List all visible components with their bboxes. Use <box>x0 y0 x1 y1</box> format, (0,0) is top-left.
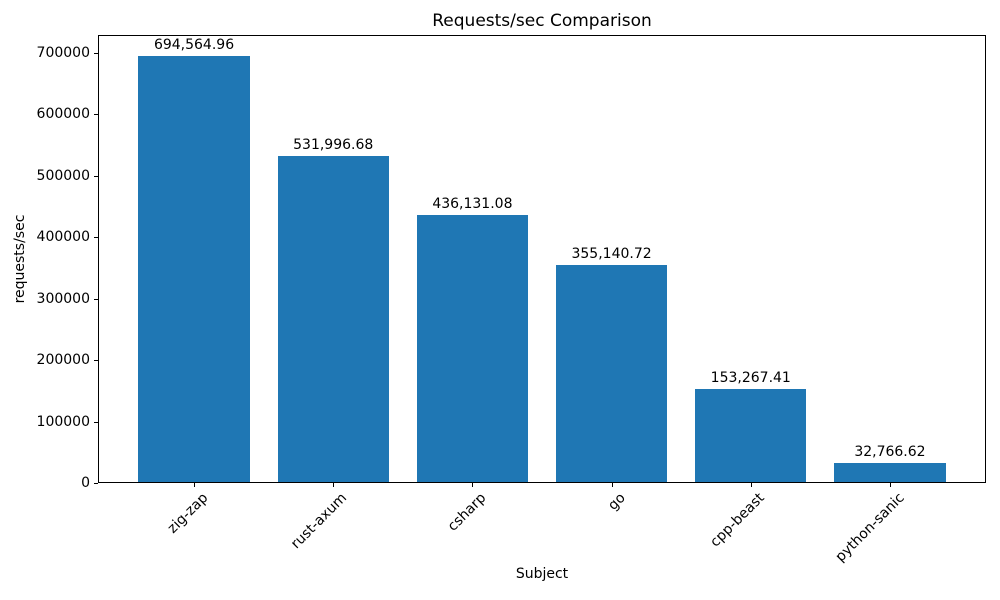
bar <box>555 264 668 482</box>
bar <box>277 156 389 482</box>
y-tick-label: 100000 <box>36 413 90 430</box>
x-tick-label: go <box>605 490 629 514</box>
y-tick <box>94 483 98 484</box>
bar-value-label: 355,140.72 <box>571 245 652 262</box>
y-tick-label: 600000 <box>36 106 90 123</box>
x-tick-label: cpp-beast <box>707 490 769 551</box>
bar <box>695 388 807 482</box>
x-axis-label: Subject <box>515 566 569 582</box>
y-tick-label: 200000 <box>36 352 90 369</box>
x-tick-label: csharp <box>445 490 490 535</box>
y-tick <box>94 360 98 362</box>
y-tick <box>94 421 98 423</box>
bar-value-label: 694,564.96 <box>153 37 235 54</box>
chart-title: Requests/sec Comparison <box>432 11 652 31</box>
x-tick <box>889 483 891 487</box>
x-tick <box>472 483 474 487</box>
y-tick <box>94 114 98 116</box>
bar-value-label: 32,766.62 <box>854 443 926 460</box>
y-tick-label: 0 <box>81 475 90 491</box>
y-axis-label: requests/sec <box>12 214 28 304</box>
y-tick-label: 500000 <box>36 167 90 184</box>
bar-value-label: 153,267.41 <box>710 369 791 386</box>
y-tick-label: 300000 <box>36 290 90 307</box>
x-tick-label: python-sanic <box>832 490 908 566</box>
bar <box>138 56 250 482</box>
y-tick-label: 400000 <box>36 229 90 246</box>
y-tick <box>94 175 98 177</box>
y-tick <box>94 298 98 300</box>
bar <box>416 215 529 482</box>
x-tick-label: zig-zap <box>164 490 212 537</box>
y-tick <box>94 237 98 239</box>
bar <box>834 462 946 482</box>
x-tick <box>750 483 752 487</box>
y-tick-label: 700000 <box>36 44 90 61</box>
y-tick <box>94 52 98 54</box>
bar-value-label: 436,131.08 <box>432 196 513 213</box>
x-tick <box>333 483 335 487</box>
x-tick-label: rust-axum <box>288 490 351 553</box>
x-tick <box>194 483 196 487</box>
x-tick <box>611 483 613 487</box>
bar-value-label: 531,996.68 <box>293 137 374 154</box>
